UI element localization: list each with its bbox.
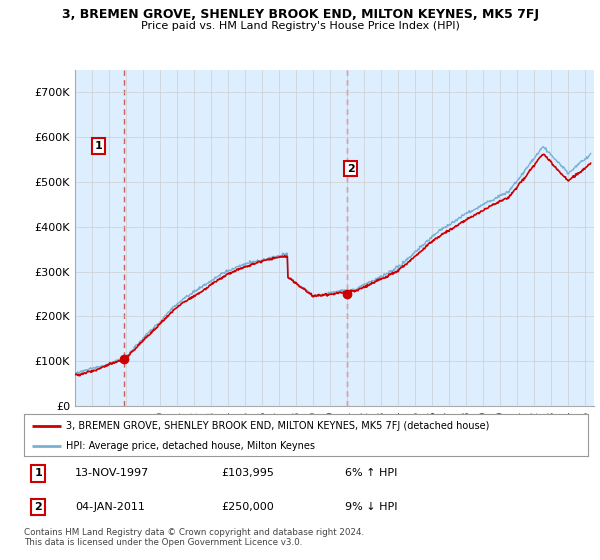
- Text: 13-NOV-1997: 13-NOV-1997: [75, 468, 149, 478]
- Text: £103,995: £103,995: [221, 468, 274, 478]
- Text: 3, BREMEN GROVE, SHENLEY BROOK END, MILTON KEYNES, MK5 7FJ: 3, BREMEN GROVE, SHENLEY BROOK END, MILT…: [62, 8, 539, 21]
- Text: Price paid vs. HM Land Registry's House Price Index (HPI): Price paid vs. HM Land Registry's House …: [140, 21, 460, 31]
- Text: 2: 2: [34, 502, 42, 512]
- Text: £250,000: £250,000: [221, 502, 274, 512]
- Text: 3, BREMEN GROVE, SHENLEY BROOK END, MILTON KEYNES, MK5 7FJ (detached house): 3, BREMEN GROVE, SHENLEY BROOK END, MILT…: [66, 421, 490, 431]
- Text: 1: 1: [34, 468, 42, 478]
- Text: 2: 2: [347, 164, 355, 174]
- Text: 04-JAN-2011: 04-JAN-2011: [75, 502, 145, 512]
- Text: Contains HM Land Registry data © Crown copyright and database right 2024.
This d: Contains HM Land Registry data © Crown c…: [24, 528, 364, 547]
- Text: 1: 1: [94, 141, 102, 151]
- Text: 9% ↓ HPI: 9% ↓ HPI: [346, 502, 398, 512]
- Text: HPI: Average price, detached house, Milton Keynes: HPI: Average price, detached house, Milt…: [66, 441, 316, 451]
- Text: 6% ↑ HPI: 6% ↑ HPI: [346, 468, 398, 478]
